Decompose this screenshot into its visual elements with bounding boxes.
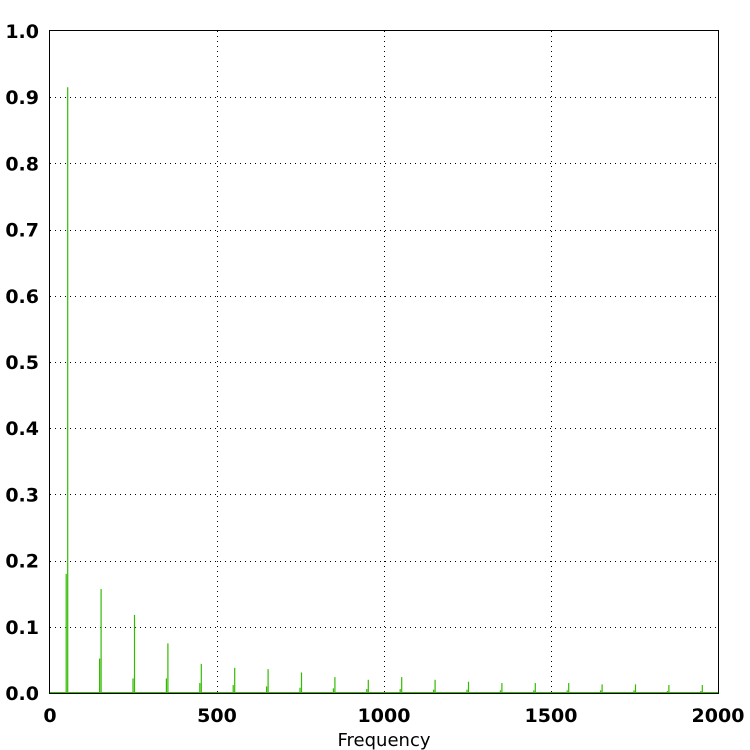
- x-tick-label: 0: [43, 705, 56, 727]
- y-tick-label: 0.2: [5, 551, 39, 573]
- y-tick-label: 0.9: [5, 87, 39, 109]
- y-tick-label: 0.5: [5, 352, 39, 374]
- grid-lines: [50, 31, 718, 693]
- plot-frame: [49, 30, 719, 694]
- y-tick-label: 0.4: [5, 418, 39, 440]
- x-axis-label: Frequency: [338, 730, 431, 750]
- y-tick-label: 0.6: [5, 286, 39, 308]
- spectrum-series: [50, 87, 718, 693]
- y-tick-label: 1.0: [5, 21, 39, 43]
- y-tick-label: 0.0: [5, 683, 39, 705]
- y-tick-label: 0.7: [5, 220, 39, 242]
- x-tick-label: 1000: [358, 705, 411, 727]
- y-tick-label: 0.1: [5, 617, 39, 639]
- y-axis-ticks: 0.0 0.1 0.2 0.3 0.4 0.5 0.6 0.7 0.8 0.9 1.0: [5, 21, 39, 705]
- x-tick-label: 500: [197, 705, 237, 727]
- x-tick-label: 2000: [692, 705, 745, 727]
- y-tick-label: 0.3: [5, 484, 39, 506]
- x-axis-ticks: 0 500 1000 1500 2000: [43, 705, 744, 727]
- y-tick-label: 0.8: [5, 153, 39, 175]
- x-tick-label: 1500: [525, 705, 578, 727]
